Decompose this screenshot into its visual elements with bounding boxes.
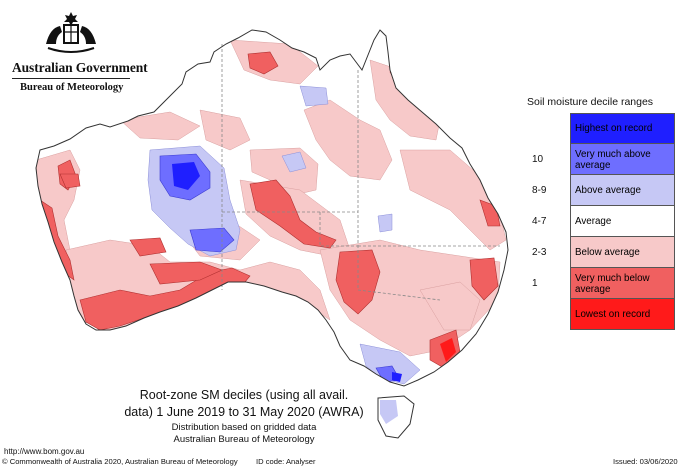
legend-row: 10 Very much above average [532, 144, 675, 175]
footer: © Commonwealth of Australia 2020, Austra… [0, 456, 680, 467]
legend-swatch [570, 113, 675, 144]
legend-row: 1 Very much below average [532, 268, 675, 299]
coastline [35, 29, 509, 387]
legend-range: 4-7 [532, 216, 547, 227]
legend-swatch [570, 206, 675, 237]
bureau-title: Bureau of Meteorology [20, 82, 124, 93]
government-title: Australian Government [12, 60, 148, 75]
legend-swatch [570, 299, 675, 330]
coat-of-arms-icon [46, 12, 96, 53]
copyright-notice: © Commonwealth of Australia 2020, Austra… [2, 457, 238, 466]
legend-range: 10 [532, 154, 544, 165]
legend-label: Average [575, 216, 612, 227]
legend-label: Very much below average [575, 272, 650, 295]
legend-swatch [570, 175, 675, 206]
id-code: ID code: Analyser [256, 457, 316, 466]
legend-row: Lowest on record [532, 299, 675, 330]
caption-title-line1: Root-zone SM deciles (using all avail. [139, 388, 349, 402]
legend-range: 2-3 [532, 247, 547, 258]
tasmania [377, 395, 415, 439]
website-url[interactable]: http://www.bom.gov.au [4, 447, 85, 456]
legend-label: Above average [575, 185, 641, 196]
caption-title-line2: data) 1 June 2019 to 31 May 2020 (AWRA) [124, 405, 364, 419]
legend-row: 4-7 Average [532, 206, 675, 237]
issued-date: Issued: 03/06/2020 [613, 457, 678, 466]
caption-note-line2: Australian Bureau of Meteorology [173, 434, 315, 445]
legend-label: Highest on record [575, 123, 653, 134]
legend-row: 2-3 Below average [532, 237, 675, 268]
legend-range [532, 113, 562, 144]
legend-label: Very much above average [575, 148, 651, 171]
legend-label: Lowest on record [575, 309, 651, 320]
caption-note-line1: Distribution based on gridded data [171, 422, 317, 433]
legend-label: Below average [575, 247, 640, 258]
decile-regions [36, 39, 507, 385]
state-borders [221, 44, 500, 301]
header-divider [12, 78, 130, 79]
legend-row: 8-9 Above average [532, 175, 675, 206]
legend-row: Highest on record [532, 113, 675, 144]
legend-range: 8-9 [532, 185, 547, 196]
legend-swatch [570, 237, 675, 268]
legend-swatch [570, 268, 675, 299]
legend-swatch [570, 144, 675, 175]
legend-title: Soil moisture decile ranges [527, 96, 654, 108]
legend-range: 1 [532, 278, 538, 289]
legend-range [532, 299, 562, 330]
